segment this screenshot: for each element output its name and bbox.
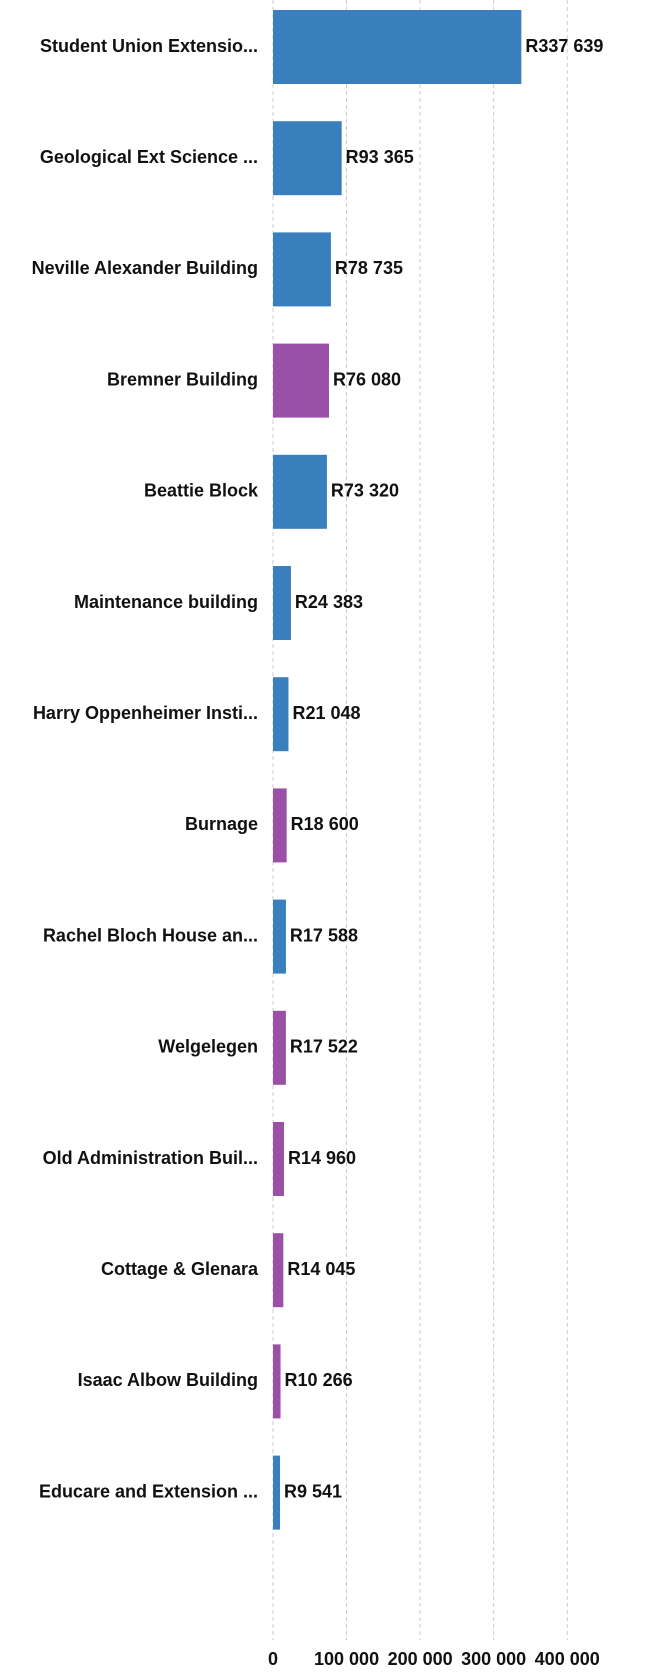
bar — [273, 1010, 286, 1085]
bar — [273, 121, 342, 196]
value-label: R337 639 — [525, 36, 603, 56]
y-tick-label: Old Administration Buil... — [43, 1148, 258, 1168]
y-tick-label: Cottage & Glenara — [101, 1259, 259, 1279]
bar — [273, 1455, 281, 1530]
bar — [273, 677, 289, 752]
y-tick-label: Geological Ext Science ... — [40, 147, 258, 167]
value-label: R76 080 — [333, 369, 401, 389]
y-tick-label: Maintenance building — [74, 592, 258, 612]
value-label: R17 522 — [290, 1037, 358, 1057]
value-label: R10 266 — [285, 1370, 353, 1390]
y-tick-label: Burnage — [185, 814, 258, 834]
value-label: R93 365 — [346, 147, 414, 167]
x-tick-label: 0 — [268, 1649, 278, 1669]
value-label: R18 600 — [291, 814, 359, 834]
y-tick-label: Isaac Albow Building — [78, 1370, 258, 1390]
y-tick-label: Bremner Building — [107, 369, 258, 389]
bar — [273, 566, 291, 640]
y-tick-label: Beattie Block — [144, 481, 259, 501]
x-tick-label: 300 000 — [461, 1649, 526, 1669]
value-label: R21 048 — [292, 703, 360, 723]
bar — [273, 1122, 285, 1196]
bar — [273, 788, 287, 863]
bar — [273, 454, 327, 529]
bar — [273, 10, 522, 84]
y-tick-label: Harry Oppenheimer Insti... — [33, 703, 258, 723]
bar — [273, 343, 329, 418]
value-label: R14 045 — [287, 1259, 355, 1279]
y-tick-label: Student Union Extensio... — [40, 36, 258, 56]
value-label: R17 588 — [290, 925, 358, 945]
y-tick-label: Neville Alexander Building — [32, 258, 258, 278]
value-label: R24 383 — [295, 592, 363, 612]
y-tick-label: Educare and Extension ... — [39, 1481, 258, 1501]
value-label: R78 735 — [335, 258, 403, 278]
value-label: R73 320 — [331, 481, 399, 501]
bar — [273, 232, 331, 307]
bar — [273, 1233, 284, 1308]
x-tick-label: 200 000 — [388, 1649, 453, 1669]
y-tick-label: Welgelegen — [158, 1037, 258, 1057]
y-tick-label: Rachel Bloch House an... — [43, 925, 258, 945]
bar — [273, 899, 286, 974]
x-tick-label: 400 000 — [535, 1649, 600, 1669]
x-tick-label: 100 000 — [314, 1649, 379, 1669]
value-label: R14 960 — [288, 1148, 356, 1168]
bar — [273, 1344, 281, 1419]
value-label: R9 541 — [284, 1481, 342, 1501]
